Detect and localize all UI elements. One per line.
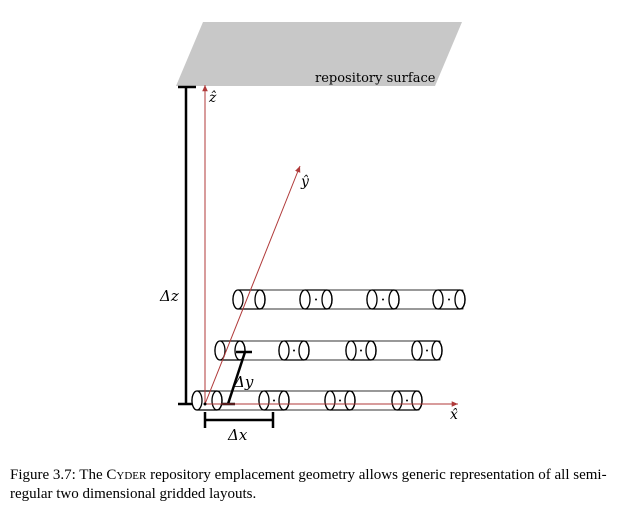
waste-package [278,340,310,361]
y-axis [204,165,301,405]
waste-package [214,340,246,361]
delta-x-dimension [203,412,275,428]
y-axis-label: ŷ [300,173,310,190]
delta-x-label: Δx [227,426,248,444]
package-row-front [191,390,423,411]
caption-prefix: Figure 3.7: The [10,467,107,483]
z-axis-label: ẑ [208,89,217,106]
delta-y-label: Δy [233,373,254,391]
waste-package [191,390,223,411]
emplacement-geometry-figure: repository surface Δz [159,22,466,444]
figure-caption: Figure 3.7: The Cyder repository emplace… [10,466,626,504]
caption-code-name: Cyder [106,467,147,483]
coordinate-axes [202,85,458,407]
delta-z-label: Δz [159,287,179,305]
waste-package [432,289,466,310]
waste-package [366,289,400,310]
waste-package [391,390,423,411]
x-axis-label: x̂ [450,407,458,423]
delta-z-dimension [178,85,196,406]
surface-label: repository surface [315,71,436,86]
repository-surface [176,22,462,86]
origin-point [203,402,207,406]
waste-package [232,289,266,310]
waste-package [345,340,377,361]
package-row-middle [214,340,443,361]
waste-package [258,390,290,411]
waste-package [411,340,443,361]
waste-package [299,289,333,310]
waste-package [324,390,356,411]
caption-text: repository emplacement geometry allows g… [10,467,607,502]
package-row-back [232,289,466,310]
